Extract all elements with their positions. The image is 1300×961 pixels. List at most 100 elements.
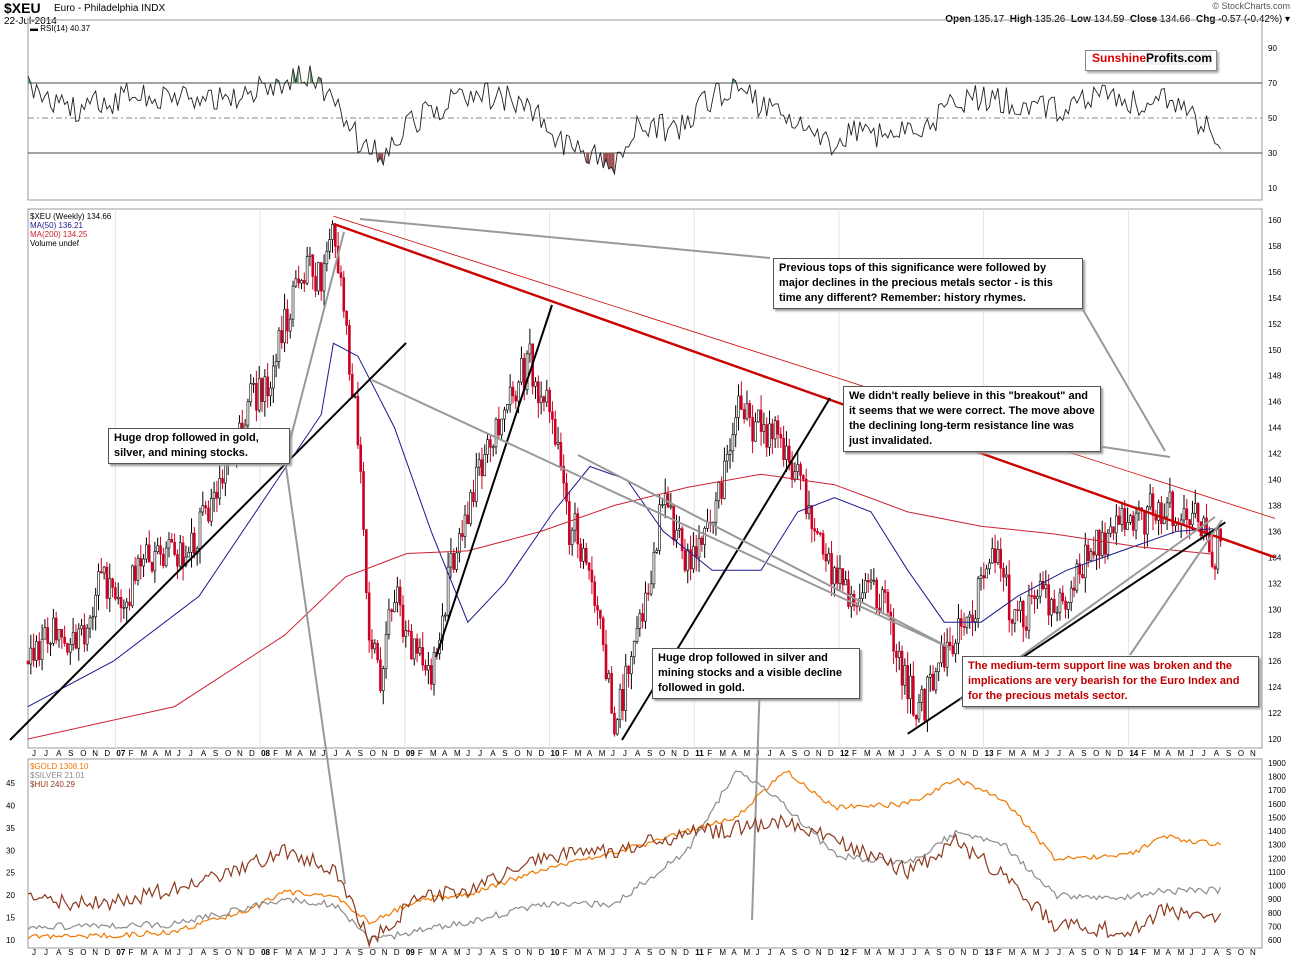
price-candle-body	[506, 404, 509, 411]
bottom-right-y-tick: 700	[1268, 922, 1282, 931]
x-tick-bottom: S	[1081, 948, 1086, 957]
price-candle-body	[568, 501, 571, 546]
price-candle-body	[266, 376, 269, 397]
price-candle-body	[742, 409, 746, 420]
dropdown-icon[interactable]: ▾	[1284, 14, 1290, 25]
x-tick-bottom: D	[683, 948, 689, 957]
x-tick-main: D	[538, 749, 544, 758]
price-candle-body	[303, 280, 306, 284]
price-y-tick: 142	[1268, 450, 1282, 459]
price-y-tick: 156	[1268, 268, 1282, 277]
price-candle-body	[974, 618, 977, 623]
price-candle-body	[520, 358, 523, 383]
bottom-left-y-tick: 20	[6, 891, 15, 900]
price-candle-body	[1027, 595, 1031, 631]
price-candle-body	[768, 423, 771, 448]
price-candle-body	[398, 586, 402, 606]
x-tick-main: 12	[840, 749, 849, 758]
price-candle-body	[1188, 519, 1191, 526]
price-candle-body	[472, 492, 475, 503]
x-tick-bottom: N	[1250, 948, 1256, 957]
price-candle-body	[181, 542, 185, 566]
price-candle-body	[156, 545, 159, 552]
price-candle-body	[931, 673, 935, 691]
x-tick-main: N	[1250, 749, 1256, 758]
price-candle-body	[381, 668, 385, 692]
x-tick-main: F	[128, 749, 133, 758]
x-tick-main: A	[56, 749, 62, 758]
price-candle-body	[1100, 532, 1104, 556]
x-tick-bottom: J	[321, 948, 325, 957]
price-candle-body	[404, 630, 408, 637]
x-tick-main: F	[273, 749, 278, 758]
x-tick-bottom: N	[961, 948, 967, 957]
price-candle-body	[494, 418, 498, 448]
x-tick-main: D	[104, 749, 110, 758]
x-tick-bottom: M	[575, 948, 582, 957]
price-candle-body	[937, 662, 940, 673]
price-candle-body	[443, 614, 447, 617]
x-tick-bottom: M	[1033, 948, 1040, 957]
x-tick-main: A	[1166, 749, 1172, 758]
price-candle-body	[872, 579, 876, 582]
price-candle-body	[508, 386, 512, 405]
x-tick-main: J	[1045, 749, 1049, 758]
price-candle-body	[886, 592, 890, 613]
x-tick-main: M	[141, 749, 148, 758]
x-tick-main: F	[563, 749, 568, 758]
price-candle-body	[145, 544, 148, 560]
price-candle-body	[1095, 529, 1098, 556]
price-candle-body	[350, 373, 354, 398]
x-tick-bottom: 14	[1129, 948, 1138, 957]
price-candle-body	[500, 418, 503, 436]
price-candle-body	[66, 643, 69, 653]
x-tick-main: J	[1190, 749, 1194, 758]
x-tick-main: A	[587, 749, 593, 758]
legend-volume: Volume undef	[30, 239, 79, 248]
x-tick-bottom: M	[1153, 948, 1160, 957]
price-candle-body	[1205, 517, 1208, 534]
price-candle-body	[635, 628, 639, 642]
price-candle-body	[269, 387, 272, 397]
price-candle-body	[655, 550, 659, 553]
price-candle-body	[393, 602, 396, 612]
price-candle-body	[97, 571, 100, 596]
price-candle-body	[300, 280, 303, 284]
price-candle-body	[1193, 503, 1197, 514]
price-candle-body	[565, 482, 568, 502]
x-tick-bottom: J	[44, 948, 48, 957]
price-candle-body	[638, 613, 642, 629]
annotation-breakout: We didn't really believe in this "breako…	[843, 386, 1101, 452]
price-candle-body	[224, 461, 227, 484]
price-candle-body	[720, 482, 723, 499]
price-candle-body	[562, 466, 566, 484]
callout-pointer-line	[1081, 307, 1166, 452]
price-candle-body	[280, 330, 284, 344]
x-tick-bottom: M	[888, 948, 895, 957]
bottom-right-y-tick: 1000	[1268, 882, 1286, 891]
price-candle-body	[644, 592, 647, 622]
price-candle-body	[990, 548, 994, 564]
price-candle-body	[263, 376, 267, 403]
bottom-right-y-tick: 1900	[1268, 759, 1286, 768]
price-candle-body	[1047, 584, 1050, 616]
price-candle-body	[926, 676, 929, 721]
price-candle-body	[765, 424, 769, 448]
x-tick-bottom: F	[1141, 948, 1146, 957]
price-candle-body	[630, 656, 633, 675]
annotation-drop-2008: Huge drop followed in gold, silver, and …	[108, 428, 290, 464]
price-candle-body	[376, 642, 379, 661]
price-candle-body	[102, 566, 106, 574]
price-candle-body	[1050, 598, 1053, 616]
x-tick-bottom: A	[297, 948, 303, 957]
x-tick-main: J	[1057, 749, 1061, 758]
price-candle-body	[737, 395, 740, 418]
price-candle-body	[756, 409, 760, 423]
price-candle-body	[57, 628, 61, 641]
price-candle-body	[162, 553, 165, 566]
x-tick-bottom: S	[936, 948, 941, 957]
price-candle-body	[291, 285, 295, 320]
price-candle-body	[556, 442, 560, 445]
x-tick-main: F	[418, 749, 423, 758]
price-candle-body	[1081, 574, 1084, 578]
